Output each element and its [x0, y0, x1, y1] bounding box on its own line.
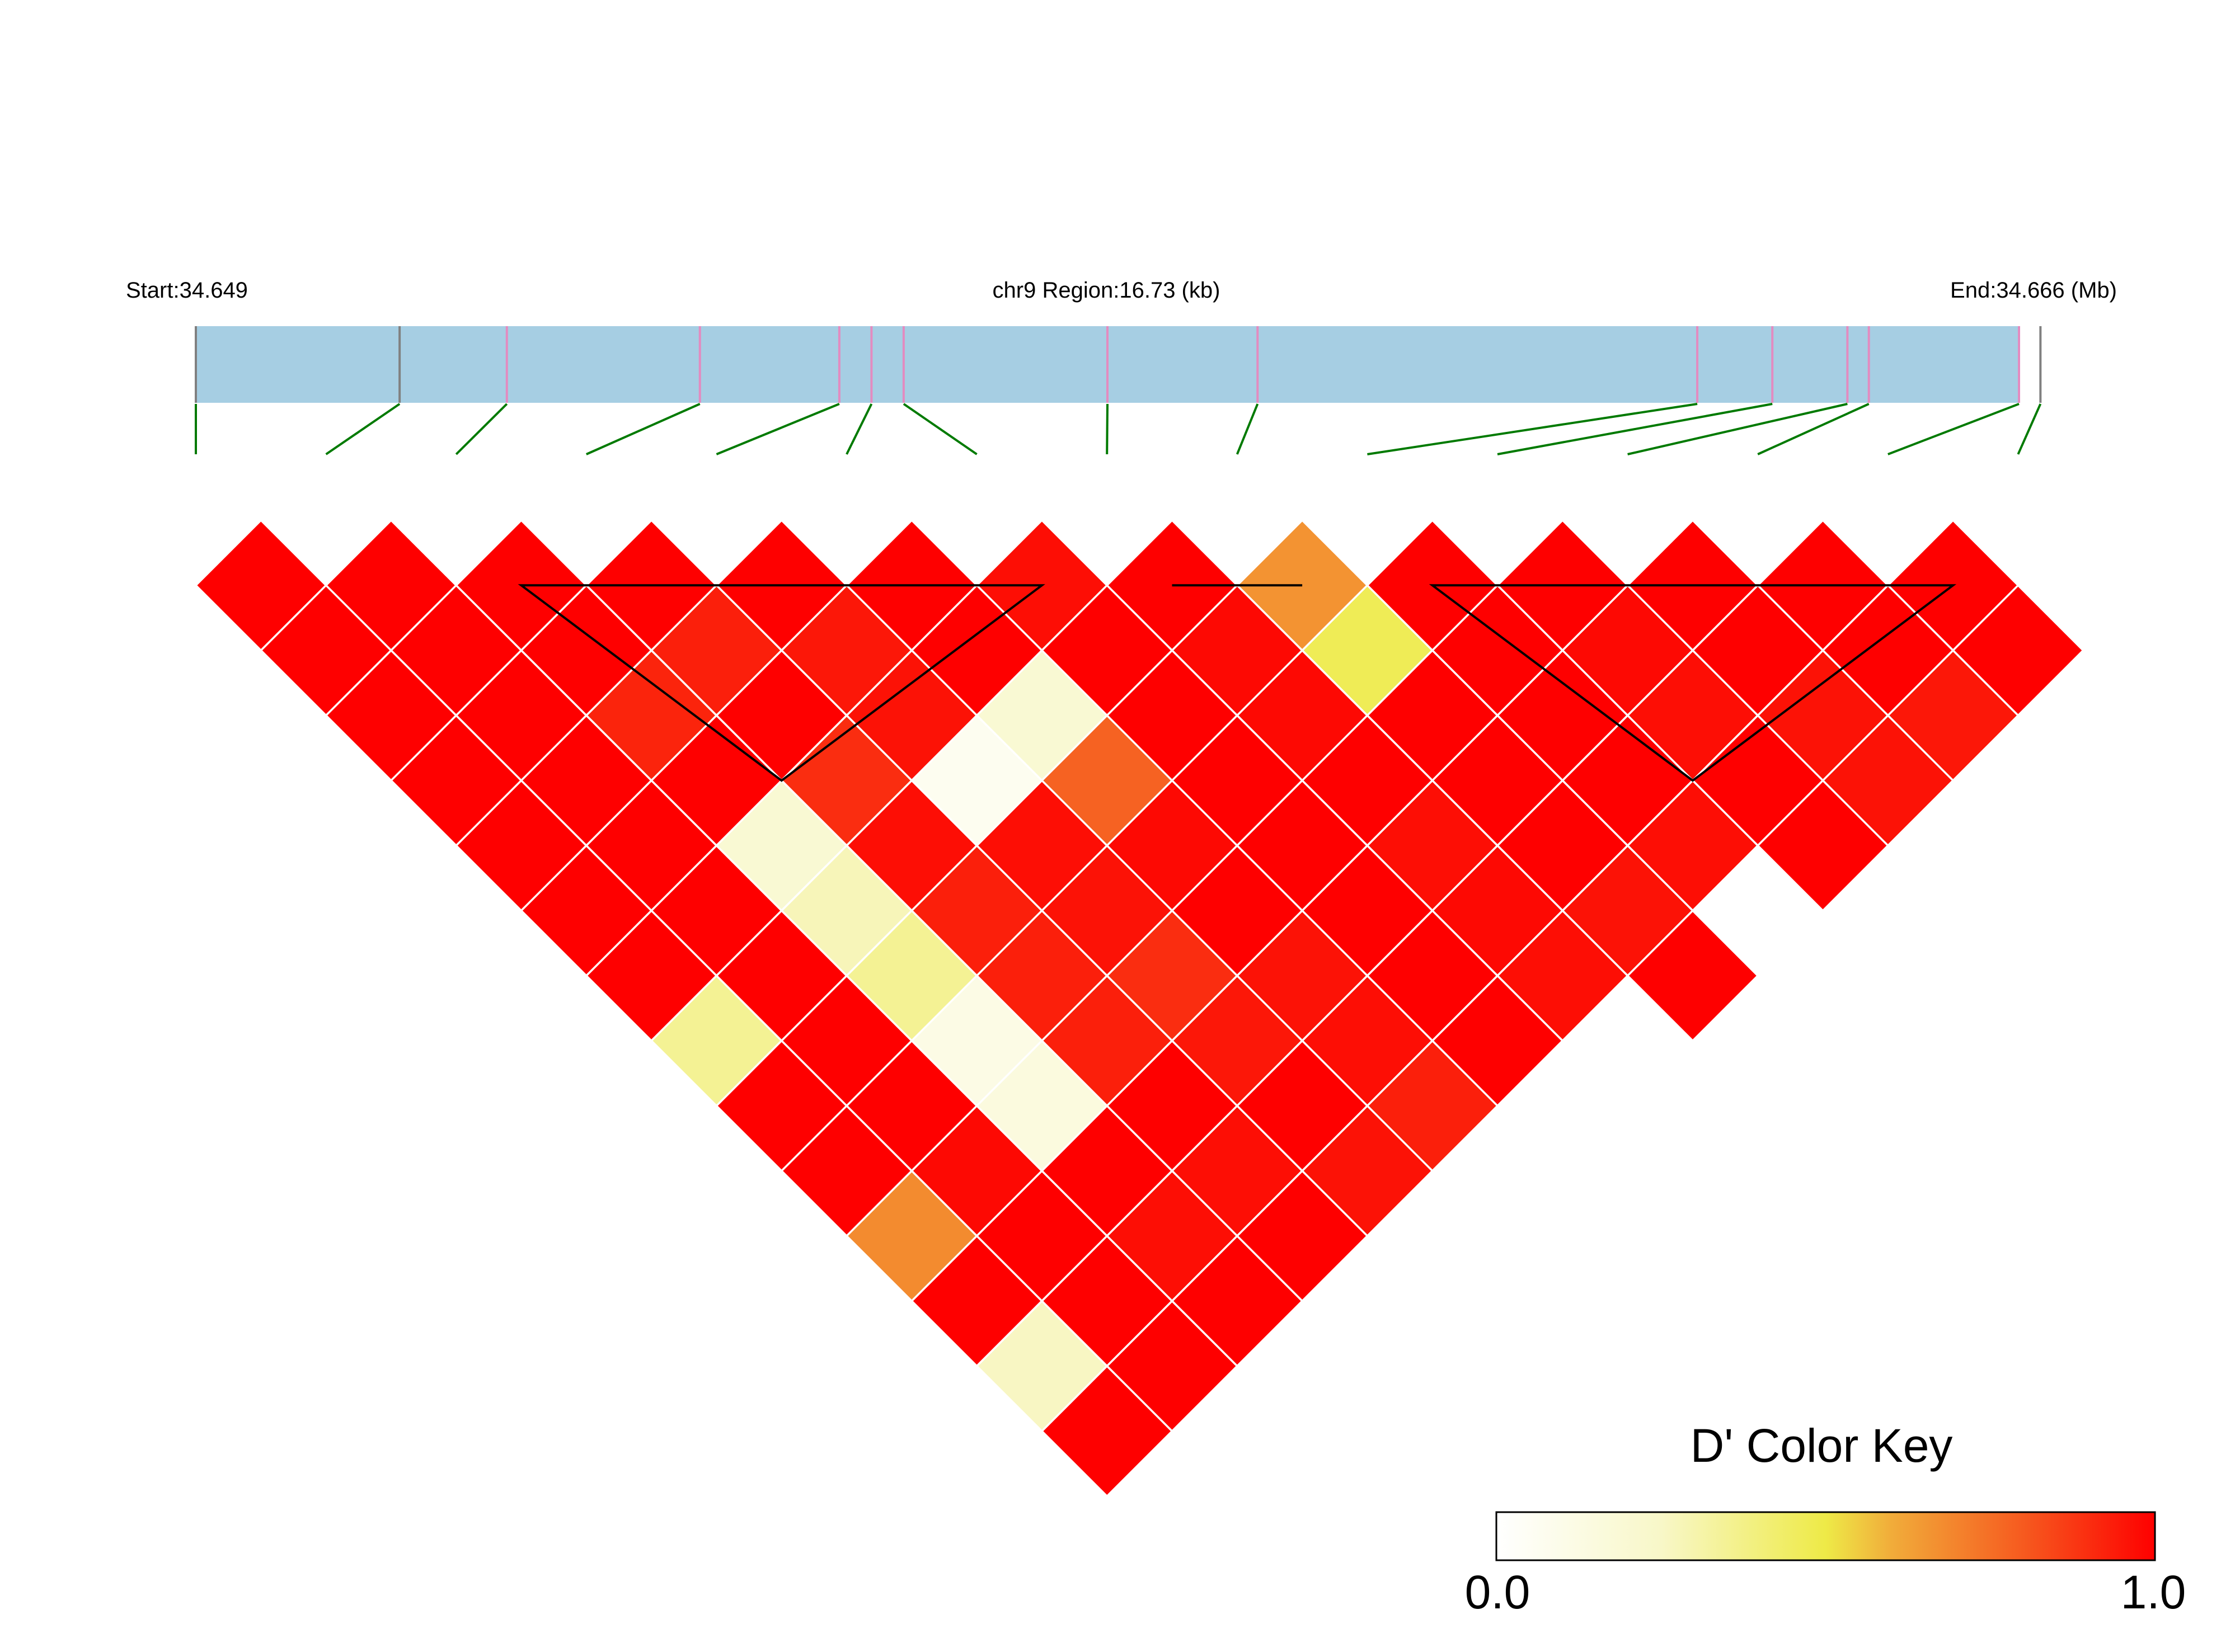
- snp-connector: [716, 403, 840, 455]
- snp-connectors: [195, 403, 2042, 455]
- snp-connector: [455, 403, 508, 455]
- region-label: chr9 Region:16.73 (kb): [993, 278, 1220, 303]
- legend-max-label: 1.0: [2121, 1566, 2186, 1618]
- snp-connector: [1497, 403, 1773, 455]
- legend-min-label: 0.0: [1465, 1566, 1530, 1618]
- snp-connector: [1367, 403, 1698, 455]
- haplotype-block-outline: [1429, 584, 1957, 782]
- ld-cell: [1626, 909, 1759, 1042]
- legend-title: D' Color Key: [1691, 1419, 1953, 1472]
- snp-connector: [325, 403, 401, 455]
- snp-connector: [1887, 403, 2020, 455]
- start-label: Start:34.649: [126, 278, 248, 303]
- snp-connector: [585, 403, 701, 455]
- end-label: End:34.666 (Mb): [1950, 278, 2117, 303]
- snp-connector: [846, 403, 873, 455]
- snp-connector: [1757, 403, 1870, 455]
- snp-connector: [2017, 403, 2042, 455]
- snp-connector: [903, 403, 978, 455]
- ld-cell: [1756, 779, 1890, 912]
- haplotype-block-outline: [518, 584, 1045, 782]
- snp-connector: [1627, 403, 1848, 455]
- snp-markers: [195, 326, 2042, 403]
- snp-connector: [1236, 403, 1259, 455]
- haplotype-blocks: [518, 584, 1957, 782]
- ld-cells: [194, 519, 2085, 1498]
- legend-color-bar: [1495, 1511, 2156, 1561]
- ld-cell: [1040, 1364, 1173, 1498]
